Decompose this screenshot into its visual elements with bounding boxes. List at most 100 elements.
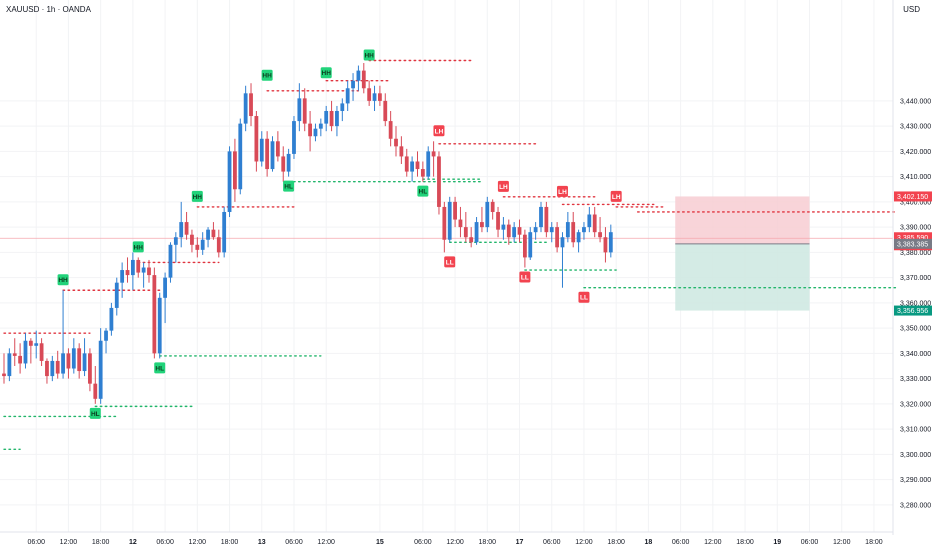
candle-body	[340, 103, 345, 111]
candle-body	[270, 141, 275, 170]
swing-label-bg	[363, 49, 375, 61]
candle-body	[120, 270, 125, 283]
candle-body	[308, 123, 312, 137]
candle-body	[447, 201, 452, 240]
time-tick-label: 19	[773, 539, 781, 546]
time-tick-label: 18:00	[607, 539, 625, 546]
candle-body	[98, 340, 103, 399]
time-tick-label: 15	[376, 539, 384, 546]
price-tick-label: 3,430.000	[900, 124, 931, 131]
swing-label-bg	[283, 180, 295, 192]
swing-label-text: HL	[284, 184, 293, 191]
candle-body	[372, 93, 377, 101]
candle-body	[587, 214, 592, 228]
candle-body	[378, 93, 382, 101]
candle-body	[216, 237, 221, 253]
swing-label-bg	[57, 274, 69, 286]
candle-body	[442, 206, 447, 240]
swing-label-ll: LL	[519, 271, 531, 283]
candle-body	[480, 222, 484, 228]
candle-body	[23, 340, 28, 364]
candle-body	[506, 224, 511, 238]
candle-body	[18, 355, 23, 364]
candle-body	[313, 128, 318, 137]
time-tick-label: 12:00	[446, 539, 464, 546]
time-tick-label: 06:00	[543, 539, 561, 546]
price-tick-label: 3,410.000	[900, 174, 931, 181]
currency-label[interactable]: USD	[903, 5, 920, 14]
price-tick-label: 3,370.000	[900, 275, 931, 282]
swing-label-text: HH	[322, 70, 332, 77]
price-tag-bg	[894, 238, 932, 249]
price-tag-bg	[894, 191, 932, 202]
swing-label-text: HH	[262, 73, 272, 80]
swing-label-text: LH	[558, 189, 567, 196]
price-tick-label: 3,380.000	[900, 250, 931, 257]
price-tick-label: 3,300.000	[900, 452, 931, 459]
candle-body	[539, 206, 543, 228]
candle-body	[168, 244, 173, 278]
candle-body	[517, 227, 522, 235]
candle-body	[458, 219, 463, 228]
swing-label-bg	[89, 407, 101, 419]
candle-body	[275, 141, 280, 157]
price-tick-label: 3,420.000	[900, 149, 931, 156]
price-tick-label: 3,310.000	[900, 427, 931, 434]
swing-label-text: LL	[521, 275, 529, 282]
swing-label-hl: HL	[283, 180, 295, 192]
candle-body	[200, 239, 205, 250]
price-tag-value: 3,383.385	[897, 241, 928, 248]
swing-label-hh: HH	[363, 49, 375, 61]
price-tick-label: 3,440.000	[900, 98, 931, 105]
candle-body	[179, 222, 184, 238]
time-tick-label: 12:00	[575, 539, 593, 546]
time-tick-label: 12:00	[189, 539, 207, 546]
candle-body	[485, 201, 490, 228]
swing-label-bg	[261, 69, 273, 81]
candle-body	[136, 259, 141, 273]
swing-label-bg	[154, 362, 166, 374]
candle-body	[576, 232, 581, 243]
candle-body	[130, 259, 135, 276]
swing-label-text: HH	[134, 244, 144, 251]
candle-body	[603, 237, 608, 253]
stop-loss-zone	[675, 196, 810, 244]
time-tick-label: 18:00	[479, 539, 497, 546]
swing-label-text: HH	[193, 194, 203, 201]
swing-label-text: HL	[419, 189, 428, 196]
candle-body	[437, 156, 441, 207]
time-tick-label: 06:00	[672, 539, 690, 546]
candle-body	[528, 232, 533, 258]
price-tick-label: 3,400.000	[900, 199, 931, 206]
candle-body	[93, 383, 98, 399]
candle-body	[501, 224, 506, 230]
symbol-title: XAUUSD · 1h · OANDA	[6, 5, 91, 14]
price-tick-label: 3,350.000	[900, 326, 931, 333]
candle-body	[55, 360, 60, 374]
price-tick-label: 3,330.000	[900, 376, 931, 383]
price-tag: 3,383.385	[894, 238, 932, 249]
swing-label-lh: LH	[556, 185, 568, 197]
swing-label-text: LH	[435, 128, 444, 135]
candle-body	[453, 201, 457, 220]
candle-body	[297, 98, 302, 122]
price-tag-bg	[894, 305, 932, 316]
time-tick-label: 18:00	[221, 539, 239, 546]
candle-body	[426, 151, 431, 177]
time-tick-label: 06:00	[801, 539, 819, 546]
take-profit-zone	[675, 243, 810, 311]
candle-body	[565, 222, 570, 238]
candle-body	[190, 234, 194, 245]
candle-body	[7, 353, 12, 377]
swing-label-bg	[519, 271, 531, 283]
swing-label-bg	[132, 241, 144, 253]
swing-label-bg	[578, 291, 590, 303]
swing-label-text: HL	[91, 411, 100, 418]
candle-body	[2, 373, 6, 377]
candle-body	[496, 211, 500, 230]
candle-body	[147, 267, 151, 276]
candle-body	[324, 110, 329, 124]
candle-body	[184, 222, 189, 235]
